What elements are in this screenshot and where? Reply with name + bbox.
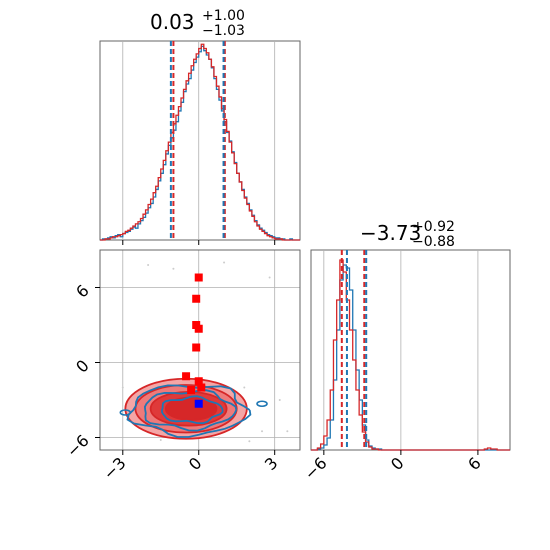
- red-marker-point: [197, 383, 206, 392]
- y-tick-label: 6: [72, 281, 93, 302]
- blue-density-contours: [119, 384, 268, 438]
- faint-sample-point: [278, 399, 281, 401]
- blue-contour-level-1: [126, 384, 252, 438]
- x-tick-label: 3: [261, 453, 282, 474]
- faint-sample-point: [268, 276, 271, 279]
- faint-sample-point: [223, 261, 226, 264]
- panel-title: −3.73 +0.92 −0.88: [360, 219, 455, 250]
- red-marker-point: [194, 377, 203, 386]
- panel-frame: [99, 40, 301, 241]
- faint-sample-point: [286, 430, 289, 433]
- faint-sample-point: [217, 436, 220, 439]
- blue-contour-level-2: [143, 389, 238, 432]
- x-tick-label: 6: [464, 453, 485, 474]
- gridlines: [323, 250, 479, 450]
- joint-density-panel: −3 0 3 −6 0 6: [63, 249, 301, 484]
- histogram-line-series-2: [100, 43, 300, 241]
- scatter-points: [182, 273, 206, 408]
- x-tick-label: −3: [99, 453, 129, 483]
- histogram-series: [100, 43, 300, 241]
- faint-sample-point: [243, 386, 246, 389]
- histogram-series: [311, 259, 510, 451]
- x-axis-ticks: −3 0 3: [99, 450, 282, 484]
- quantile-lines: [340, 250, 368, 450]
- histogram-line-series-1: [100, 45, 300, 241]
- quantile-lines: [169, 41, 226, 240]
- red-marker-point: [187, 386, 196, 394]
- panel-frame: [99, 249, 301, 451]
- faint-sample-point: [248, 440, 251, 443]
- gridlines: [122, 41, 276, 245]
- title-upper-error: +0.92: [412, 219, 455, 235]
- faint-sample-point: [261, 430, 264, 433]
- x-tick-label: 0: [185, 453, 206, 474]
- histogram-line-series-2: [311, 259, 510, 451]
- y-tick-label: 0: [72, 356, 93, 377]
- faint-sample-point: [121, 386, 124, 389]
- marginal-histogram-param-2: −6 0 6 −3.73 +0.92 −0.88: [301, 219, 511, 484]
- red-marker-point: [192, 343, 201, 352]
- title-median-value: −3.73: [360, 221, 421, 245]
- title-lower-error: −1.03: [202, 23, 245, 39]
- title-lower-error: −0.88: [412, 234, 455, 250]
- y-tick-label: −6: [63, 431, 93, 461]
- red-marker-point: [192, 294, 201, 303]
- red-marker-point: [194, 273, 203, 282]
- x-axis-ticks: −6 0 6: [301, 450, 485, 484]
- title-median-value: 0.03: [150, 10, 195, 34]
- red-marker-point: [182, 372, 191, 381]
- x-tick-label: 0: [387, 453, 408, 474]
- blue-contour-level-3: [161, 395, 224, 425]
- y-axis-ticks: −6 0 6: [63, 281, 100, 461]
- faint-sample-point: [159, 439, 162, 441]
- blue-marker-point: [194, 399, 203, 408]
- x-tick-label: −6: [301, 453, 331, 483]
- title-upper-error: +1.00: [202, 8, 245, 24]
- blue-contour-island: [256, 400, 268, 408]
- panel-title: 0.03 +1.00 −1.03: [150, 8, 245, 39]
- red-marker-point: [194, 324, 203, 333]
- faint-sample-point: [172, 267, 175, 270]
- marginal-histogram-param-1: 0.03 +1.00 −1.03: [99, 8, 301, 245]
- blue-contour-island: [119, 409, 132, 416]
- faint-sample-point: [147, 264, 150, 266]
